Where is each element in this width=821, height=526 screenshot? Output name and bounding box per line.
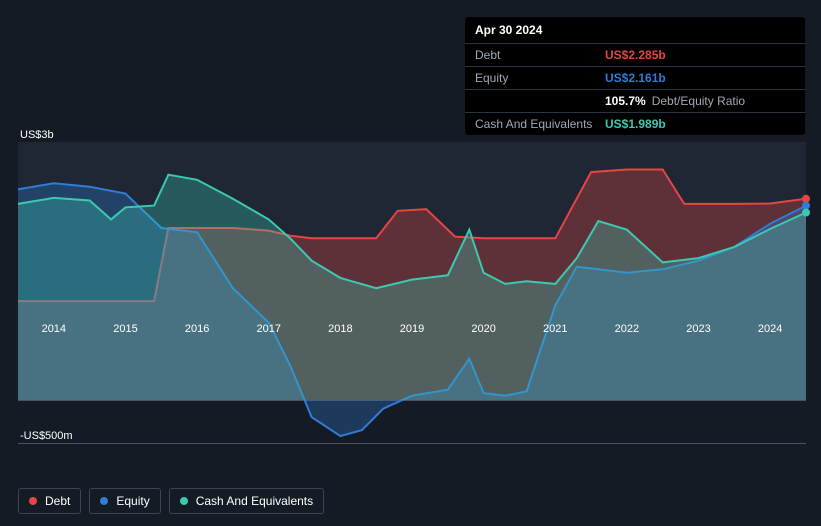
tooltip-suffix: Debt/Equity Ratio [652, 94, 745, 108]
tooltip-label: Debt [475, 48, 605, 62]
chart-legend: Debt Equity Cash And Equivalents [18, 488, 324, 514]
x-axis-label: 2023 [686, 323, 710, 335]
x-axis-label: 2017 [256, 323, 280, 335]
x-axis-label: 2015 [113, 323, 137, 335]
tooltip-row: 105.7% Debt/Equity Ratio [465, 90, 805, 113]
gridline [18, 443, 806, 444]
tooltip-value: US$2.285b [605, 48, 666, 62]
legend-label: Cash And Equivalents [196, 494, 313, 508]
legend-item-cash-and-equivalents[interactable]: Cash And Equivalents [169, 488, 324, 514]
x-axis-label: 2018 [328, 323, 352, 335]
x-axis-label: 2024 [758, 323, 782, 335]
tooltip-value: 105.7% [605, 94, 646, 108]
tooltip-row: DebtUS$2.285b [465, 44, 805, 67]
debt-equity-chart: US$3bUS$0-US$500m [18, 125, 806, 440]
tooltip-label: Equity [475, 71, 605, 85]
x-axis-label: 2016 [185, 323, 209, 335]
chart-tooltip: Apr 30 2024 DebtUS$2.285bEquityUS$2.161b… [465, 17, 805, 135]
legend-swatch [29, 497, 37, 505]
plot-region [18, 142, 806, 400]
legend-item-equity[interactable]: Equity [89, 488, 160, 514]
series-end-marker [802, 202, 810, 210]
legend-item-debt[interactable]: Debt [18, 488, 81, 514]
legend-swatch [100, 497, 108, 505]
tooltip-date: Apr 30 2024 [465, 17, 805, 44]
x-axis-label: 2022 [615, 323, 639, 335]
x-axis-label: 2020 [471, 323, 495, 335]
legend-label: Debt [45, 494, 70, 508]
y-axis-label: US$3b [20, 129, 54, 141]
series-end-marker [802, 209, 810, 217]
x-axis-label: 2021 [543, 323, 567, 335]
tooltip-value: US$2.161b [605, 71, 666, 85]
tooltip-row: EquityUS$2.161b [465, 67, 805, 90]
legend-swatch [180, 497, 188, 505]
legend-label: Equity [116, 494, 149, 508]
x-axis-label: 2019 [400, 323, 424, 335]
x-axis-label: 2014 [42, 323, 66, 335]
